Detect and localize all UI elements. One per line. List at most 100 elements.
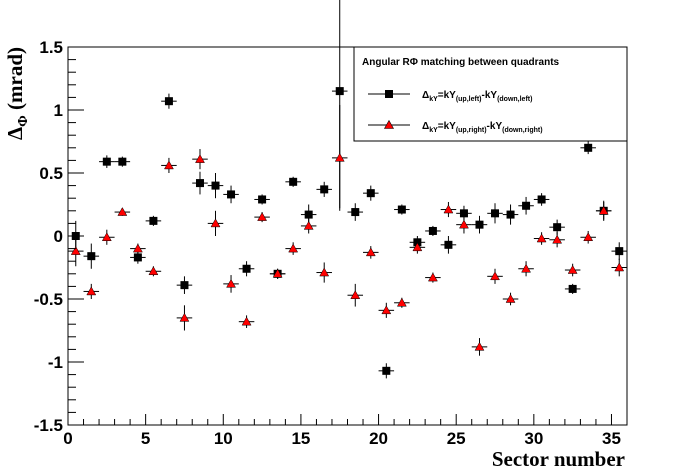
data-point-square [118,157,127,166]
data-point-triangle [70,246,81,255]
legend-entry-2-delta: Δ [422,121,429,132]
data-point-triangle [272,268,283,278]
legend-marker-square [385,90,393,98]
legend-entry-2: ΔkY=kY(up,right)-kY(down,right) [422,121,543,134]
y-tick-label: -1.5 [34,416,63,435]
data-point-square [382,366,391,375]
data-point-square [149,216,158,225]
series-2 [68,104,627,356]
data-point-triangle [319,267,330,277]
x-tick-label: 0 [63,429,72,448]
data-point-triangle [459,219,469,229]
data-point-square [366,189,375,198]
legend-marker-triangle [383,119,395,129]
data-point-triangle [86,286,97,296]
x-tick-label: 10 [214,429,233,448]
legend-entry-1-sub2: (down,left) [497,96,532,103]
data-point-triangle [490,271,500,281]
data-point-square [568,284,577,293]
data-point-square [506,210,515,219]
data-point-triangle [427,272,438,282]
data-point-square [491,209,500,218]
axis-ticks: 0 5 10 15 20 25 30 35 -1.5 -1 -0.5 0 0.5 1 1.5 [34,38,628,448]
data-point-triangle [164,160,174,170]
legend-entry-2-sub1: (up,right) [456,127,487,134]
x-tick-label: 20 [369,429,388,448]
legend-entry-1-delta: Δ [422,90,429,101]
y-tick-label: 0 [54,227,63,246]
data-point-triangle [521,263,531,273]
data-point-triangle [396,297,407,307]
data-point-triangle [567,265,578,274]
legend-entry-1: ΔkY=kY(up,left)-kY(down,left) [422,90,532,103]
data-point-square [320,185,329,194]
y-tick-label: 1.5 [39,38,63,57]
data-point-triangle [443,204,454,214]
data-point-square [475,220,484,229]
data-point-triangle [598,205,609,215]
x-tick-label: 5 [141,429,150,448]
x-tick-label: 35 [602,429,621,448]
data-point-triangle [536,233,547,243]
data-point-triangle [148,266,159,276]
y-axis-title-unit: (mrad) [3,47,27,115]
data-point-square [180,281,189,290]
legend-entry-2-mid: -kY [487,121,503,132]
data-point-square [289,177,298,186]
data-point-square [397,205,406,214]
data-point-square [522,201,531,210]
data-point-triangle [257,212,268,221]
y-tick-label: 1 [54,101,63,120]
data-point-square [227,190,236,199]
y-axis-title-subscript: Φ [16,115,31,127]
data-point-triangle [614,262,625,272]
data-point-triangle [474,341,485,351]
x-axis-title: Sector number [492,447,625,471]
data-point-triangle [552,234,563,244]
data-point-triangle [505,293,516,303]
data-point-square [258,195,267,204]
y-tick-label: -1 [48,353,63,372]
data-point-triangle [117,207,128,216]
data-point-square [133,253,142,262]
legend-entry-1-eq: =kY [438,90,456,101]
x-tick-label: 15 [291,429,310,448]
data-point-triangle [226,278,236,288]
data-point-triangle [365,247,376,257]
x-tick-label: 30 [524,429,543,448]
data-point-square [164,97,173,106]
y-axis-title: ΔΦ (mrad) [3,47,31,140]
data-point-square [444,240,453,249]
data-point-square [211,181,220,190]
data-point-square [553,223,562,232]
data-point-triangle [288,243,299,253]
data-point-square [87,252,96,261]
data-point-triangle [241,316,252,326]
legend-entry-1-delta-sub: kY [429,96,438,103]
data-point-triangle [334,152,345,162]
legend-entry-1-sub1: (up,left) [456,96,482,103]
data-point-triangle [179,312,190,322]
data-point-triangle [132,243,143,253]
data-point-triangle [101,232,112,242]
data-point-square [584,143,593,152]
data-point-square [537,195,546,204]
data-point-triangle [381,305,392,315]
data-point-triangle [303,220,314,230]
data-point-square [304,210,313,219]
data-point-square [351,208,360,217]
legend-entry-2-delta-sub: kY [429,127,438,134]
data-point-triangle [583,232,594,242]
data-point-square [615,247,624,256]
data-point-square [428,226,437,235]
legend-entry-2-eq: =kY [438,121,456,132]
data-point-triangle [412,242,423,252]
y-tick-label: 0.5 [39,164,63,183]
data-point-square [102,157,111,166]
y-axis-title-symbol: Δ [3,127,27,140]
y-tick-label: -0.5 [34,290,63,309]
legend-entry-1-mid: -kY [482,90,498,101]
x-tick-label: 25 [447,429,466,448]
data-point-triangle [350,290,361,299]
